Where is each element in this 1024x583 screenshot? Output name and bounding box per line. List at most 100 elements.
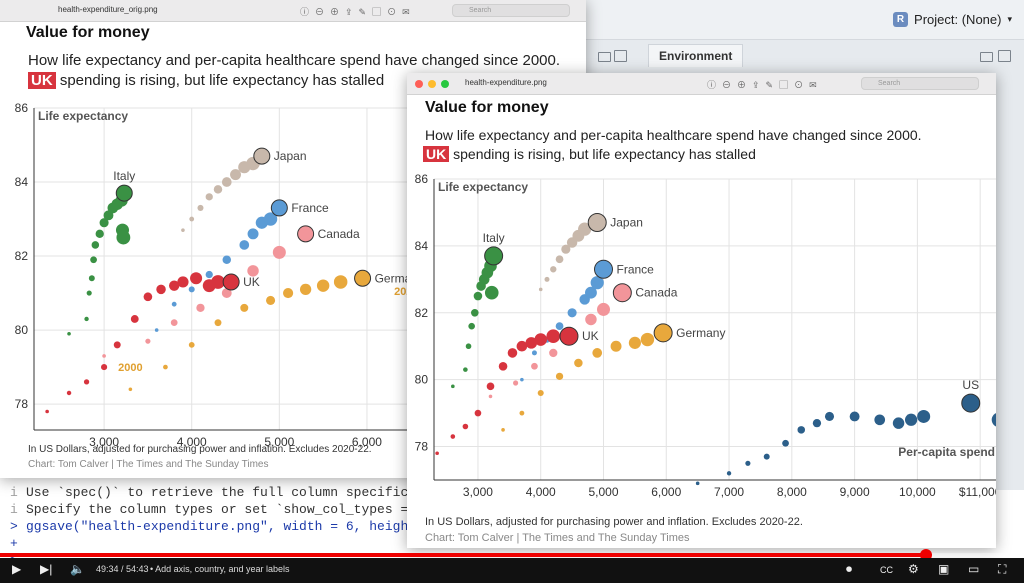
x-tick-label: 6,000 <box>651 485 681 499</box>
data-point-canada <box>272 245 286 259</box>
data-point-germany <box>214 319 222 327</box>
latest-point-us <box>961 393 981 413</box>
project-menu[interactable]: R Project: (None) ▾ <box>893 12 1012 27</box>
autoplay-toggle-icon[interactable]: ⏺ <box>846 562 853 576</box>
preview-toolbar-icons[interactable]: ⓘ⊖⊕⇪✎▢⊙✉ <box>707 80 823 90</box>
window-titlebar[interactable]: health-expenditure_orig.png ⓘ⊖⊕⇪✎▢⊙✉ Sea… <box>0 0 586 22</box>
data-point-canada <box>488 394 493 399</box>
console-line: + <box>10 536 18 551</box>
data-point-us <box>849 411 860 422</box>
play-icon[interactable]: ▶ <box>12 562 22 576</box>
data-point-france <box>171 301 177 307</box>
minimize-window-icon[interactable] <box>428 80 436 88</box>
x-tick-label: 9,000 <box>840 485 870 499</box>
data-point-germany <box>316 279 330 292</box>
data-point-uk <box>516 340 528 352</box>
data-point-us <box>763 453 770 460</box>
search-input[interactable]: Search <box>452 4 570 17</box>
data-point-us <box>812 418 822 428</box>
preview-window-new[interactable]: health-expenditure.png ⓘ⊖⊕⇪✎▢⊙✉ Search V… <box>407 73 996 548</box>
data-point-germany <box>163 364 168 370</box>
data-point-us <box>726 471 732 476</box>
window-titlebar[interactable]: health-expenditure.png ⓘ⊖⊕⇪✎▢⊙✉ Search <box>407 73 996 95</box>
data-point-japan <box>561 244 571 254</box>
y-tick-label: 78 <box>415 440 429 454</box>
data-point-japan <box>197 204 204 211</box>
data-point-canada <box>549 348 558 358</box>
data-point-uk <box>83 379 90 385</box>
data-point-uk <box>435 451 439 456</box>
series-label-italy: Italy <box>483 231 505 245</box>
data-point-uk <box>156 284 166 295</box>
data-point-canada <box>247 265 259 277</box>
data-point-uk <box>177 276 189 288</box>
uk-highlight-tag: UK <box>423 146 450 162</box>
x-tick-label: 3,000 <box>463 485 493 499</box>
uk-highlight-tag: UK <box>28 72 56 89</box>
data-point-us <box>874 414 886 426</box>
theater-mode-icon[interactable]: ▭ <box>968 562 980 576</box>
data-point-france <box>520 377 524 382</box>
data-point-germany <box>501 428 505 432</box>
data-point-us <box>904 413 918 426</box>
data-point-japan <box>221 177 232 187</box>
data-point-us <box>824 411 835 422</box>
data-point-france <box>154 328 159 332</box>
chart-subtitle: How life expectancy and per-capita healt… <box>28 52 561 69</box>
maximize-pane-icon[interactable] <box>998 50 1011 62</box>
y-tick-label: 80 <box>415 373 429 387</box>
miniplayer-icon[interactable]: ▣ <box>938 562 950 576</box>
data-point-italy <box>91 241 100 249</box>
data-point-italy <box>99 218 109 228</box>
minimize-pane-icon[interactable] <box>598 52 611 62</box>
data-point-canada <box>531 362 538 370</box>
data-point-italy <box>90 256 97 264</box>
zoom-window-icon[interactable] <box>441 80 449 88</box>
data-point-italy <box>463 367 468 372</box>
data-point-us <box>745 460 751 466</box>
preview-toolbar-icons[interactable]: ⓘ⊖⊕⇪✎▢⊙✉ <box>300 7 416 17</box>
next-icon[interactable]: ▶| <box>40 562 53 576</box>
console-line: i Use `spec()` to retrieve the full colum… <box>10 485 410 500</box>
console-line: i Specify the column types or set `show_c… <box>10 502 410 517</box>
data-point-france <box>205 270 213 279</box>
tab-environment[interactable]: Environment <box>648 44 744 67</box>
data-point-japan <box>181 228 185 232</box>
data-point-germany <box>519 410 525 416</box>
data-point-germany <box>240 303 249 312</box>
maximize-pane-icon[interactable] <box>614 50 627 62</box>
x-tick-label: 3,000 <box>89 435 119 449</box>
data-point-germany <box>333 275 348 289</box>
data-point-italy <box>86 290 92 296</box>
data-point-france <box>239 240 250 250</box>
latest-point-italy <box>484 246 504 266</box>
subtitle-rest: spending is rising, but life expectancy … <box>59 72 385 89</box>
data-point-italy <box>473 291 483 301</box>
subtitle-rest: spending is rising, but life expectancy … <box>453 146 756 162</box>
r-project-icon: R <box>893 12 909 27</box>
video-chapter[interactable]: • Add axis, country, and year labels <box>150 564 290 574</box>
volume-icon[interactable]: 🔈 <box>70 562 85 576</box>
x-tick-label: 6,000 <box>352 435 382 449</box>
latest-point-canada <box>297 225 315 243</box>
video-progress-bar[interactable] <box>0 549 1024 561</box>
search-input[interactable]: Search <box>861 77 979 90</box>
minimize-pane-icon[interactable] <box>980 52 993 62</box>
data-point-france <box>567 308 577 318</box>
close-window-icon[interactable] <box>415 80 423 88</box>
chart-title: Value for money <box>26 24 150 41</box>
data-point-germany <box>188 341 195 348</box>
chevron-down-icon: ▾ <box>1007 14 1012 24</box>
latest-point-uk <box>222 273 240 291</box>
year-label: 2000 <box>118 362 142 374</box>
data-point-germany <box>628 336 641 349</box>
settings-gear-icon[interactable]: ⚙ <box>908 562 919 576</box>
chart-image: Value for money How life expectancy and … <box>407 95 996 548</box>
scatter-chart-new: 3,000 4,000 5,000 6,000 7,000 8,000 9,000 10,00… <box>415 172 996 499</box>
fullscreen-icon[interactable]: ⛶ <box>998 562 1007 576</box>
data-point-uk <box>534 333 548 346</box>
r-console[interactable]: i Use `spec()` to retrieve the full colum… <box>0 478 410 558</box>
data-point-canada <box>170 319 178 327</box>
captions-icon[interactable]: CC <box>880 565 893 575</box>
chart-subtitle-2: UK spending is rising, but life expectan… <box>423 146 756 162</box>
